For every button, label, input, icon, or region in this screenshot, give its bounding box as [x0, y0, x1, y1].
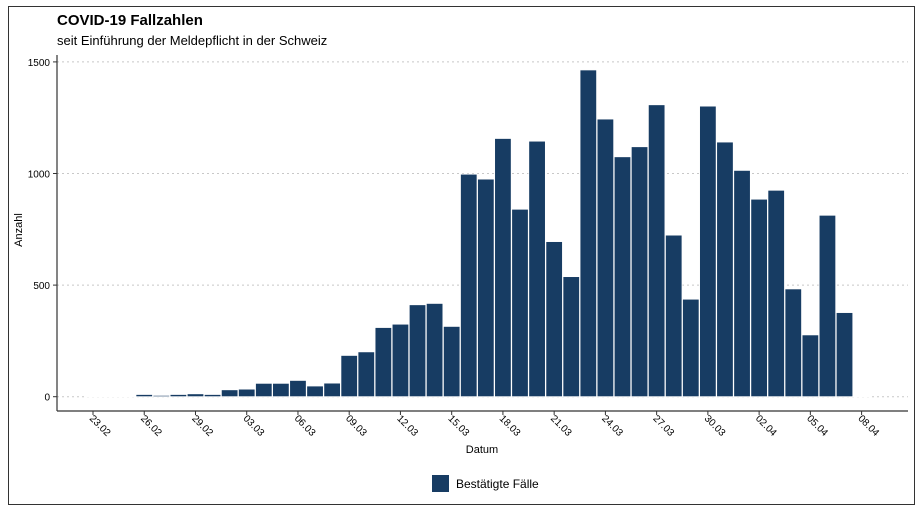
x-axis-label: Datum [466, 444, 498, 456]
bar-22.03 [562, 276, 580, 398]
y-tick-label: 1000 [28, 170, 51, 181]
bar-07.03 [306, 385, 324, 398]
bar-03.04 [767, 189, 785, 398]
bar-24.02 [101, 395, 119, 398]
x-tick-label: 26.02 [138, 413, 164, 439]
bar-01.04 [733, 169, 751, 398]
bar-09.03 [340, 355, 358, 398]
x-tick-label: 23.02 [87, 413, 113, 439]
bar-16.03 [460, 173, 478, 398]
bar-08.04 [852, 395, 871, 398]
bar-25.02 [118, 395, 136, 398]
x-tick-label: 18.03 [497, 413, 523, 439]
x-tick-label: 06.03 [292, 413, 318, 439]
x-tick-label: 05.04 [804, 413, 830, 439]
bar-07.04 [835, 312, 854, 398]
bar-12.03 [391, 323, 410, 398]
x-tick-label: 08.04 [855, 413, 881, 439]
x-tick-label: 21.03 [548, 413, 574, 439]
bar-05.04 [801, 334, 820, 398]
x-tick-label: 30.03 [702, 413, 728, 439]
legend-label: Bestätigte Fälle [456, 477, 539, 491]
bar-20.03 [528, 140, 546, 398]
bar-30.03 [699, 105, 717, 398]
legend: Bestätigte Fälle [432, 475, 539, 492]
bar-04.04 [784, 288, 802, 398]
bar-19.03 [511, 208, 529, 398]
bar-29.02 [186, 393, 205, 398]
chart-title: COVID-19 Fallzahlen [57, 12, 203, 29]
bar-17.03 [477, 178, 495, 398]
bar-06.04 [818, 214, 837, 398]
y-tick-label: 1500 [28, 58, 51, 69]
bar-21.03 [545, 241, 563, 398]
x-tick-label: 15.03 [446, 413, 472, 439]
y-tick-label: 0 [44, 393, 50, 404]
bar-29.03 [682, 298, 700, 398]
y-tick-label: 500 [33, 281, 50, 292]
bar-15.03 [442, 325, 461, 398]
legend-swatch [432, 475, 449, 492]
chart-frame [8, 6, 915, 505]
bar-02.04 [750, 198, 768, 398]
bar-14.03 [425, 303, 444, 398]
bar-08.03 [323, 382, 341, 398]
x-tick-label: 02.04 [753, 413, 779, 439]
bar-27.03 [647, 104, 666, 398]
bar-25.03 [613, 156, 632, 398]
bar-23.03 [579, 69, 598, 398]
bar-02.03 [220, 389, 239, 398]
bar-26.02 [135, 394, 153, 398]
bar-28.03 [665, 234, 683, 398]
bar-06.03 [289, 380, 307, 398]
bar-26.03 [630, 146, 649, 398]
y-axis-label: Anzahl [13, 213, 25, 247]
x-tick-label: 29.02 [189, 413, 215, 439]
bar-03.03 [238, 388, 256, 398]
bar-01.03 [203, 394, 222, 398]
bar-11.03 [374, 327, 393, 398]
bar-31.03 [716, 141, 734, 398]
x-tick-label: 09.03 [343, 413, 369, 439]
bar-10.03 [357, 351, 375, 398]
x-tick-label: 12.03 [394, 413, 420, 439]
bar-24.03 [596, 118, 615, 398]
bar-27.02 [152, 394, 171, 398]
x-tick-label: 03.03 [241, 413, 267, 439]
bar-23.02 [84, 395, 102, 398]
bar-05.03 [272, 382, 290, 398]
bar-18.03 [494, 138, 512, 398]
bar-04.03 [255, 382, 273, 398]
x-tick-label: 27.03 [651, 413, 677, 439]
bar-13.03 [408, 304, 427, 398]
x-tick-label: 24.03 [599, 413, 625, 439]
bars [84, 69, 871, 398]
bar-28.02 [169, 394, 188, 398]
chart-subtitle: seit Einführung der Meldepflicht in der … [57, 33, 327, 48]
